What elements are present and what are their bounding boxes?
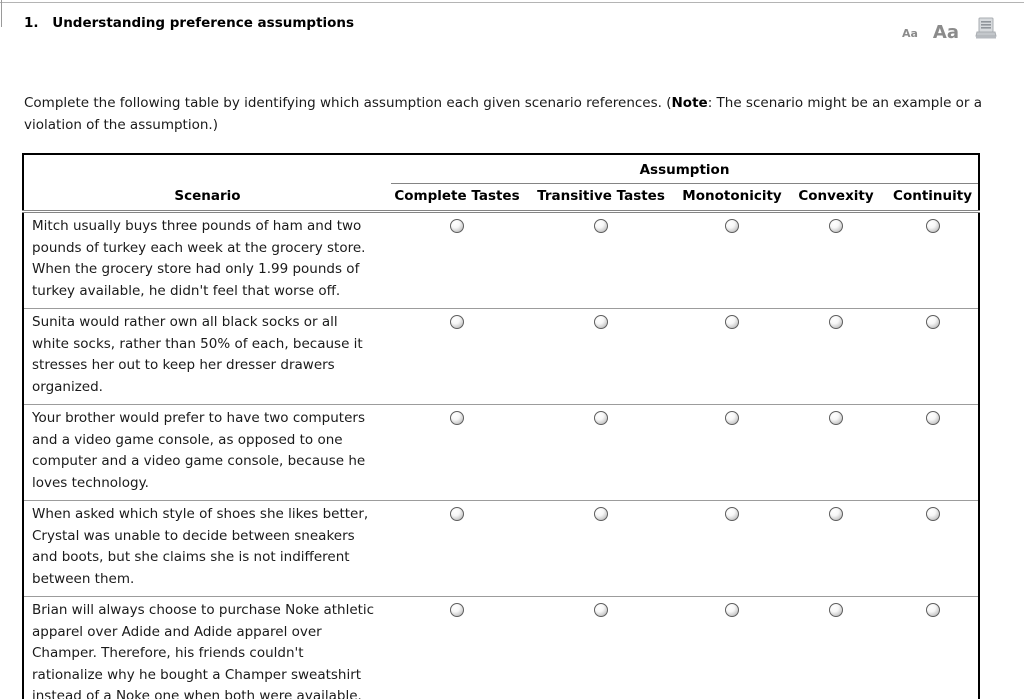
column-header-monotonicity: Monotonicity bbox=[679, 183, 785, 213]
column-header-transitive-tastes: Transitive Tastes bbox=[523, 183, 679, 213]
scenario-text: When asked which style of shoes she like… bbox=[23, 500, 391, 597]
radio-row2-continuity[interactable] bbox=[925, 315, 940, 329]
radio-row4-monotonicity[interactable] bbox=[725, 507, 739, 521]
question-number: 1. bbox=[24, 15, 39, 31]
radio-row2-transitive-tastes[interactable] bbox=[594, 315, 608, 329]
radio-row5-convexity[interactable] bbox=[829, 603, 843, 617]
radio-row4-convexity[interactable] bbox=[829, 507, 843, 521]
radio-row2-complete-tastes[interactable] bbox=[450, 315, 464, 329]
printer-icon[interactable] bbox=[974, 17, 998, 44]
radio-row2-convexity[interactable] bbox=[829, 315, 843, 329]
radio-row1-continuity[interactable] bbox=[925, 219, 940, 233]
scenario-text: Mitch usually buys three pounds of ham a… bbox=[23, 211, 391, 309]
radio-row5-monotonicity[interactable] bbox=[725, 603, 739, 617]
note-label: Note bbox=[671, 95, 708, 111]
radio-row1-monotonicity[interactable] bbox=[725, 219, 739, 233]
radio-row3-convexity[interactable] bbox=[829, 411, 843, 425]
radio-row3-transitive-tastes[interactable] bbox=[594, 411, 608, 425]
radio-row1-convexity[interactable] bbox=[829, 219, 843, 233]
scenario-text: Your brother would prefer to have two co… bbox=[23, 404, 391, 501]
assumptions-table: Scenario Assumption Complete Tastes Tran… bbox=[22, 153, 981, 699]
table-row: Mitch usually buys three pounds of ham a… bbox=[23, 211, 980, 309]
radio-row1-complete-tastes[interactable] bbox=[450, 219, 464, 233]
radio-row3-complete-tastes[interactable] bbox=[450, 411, 464, 425]
radio-row4-continuity[interactable] bbox=[925, 507, 940, 521]
group-header-assumption: Assumption bbox=[391, 154, 980, 184]
column-header-continuity: Continuity bbox=[887, 183, 980, 213]
table-row: Your brother would prefer to have two co… bbox=[23, 404, 980, 501]
radio-row5-transitive-tastes[interactable] bbox=[594, 603, 608, 617]
radio-row4-complete-tastes[interactable] bbox=[450, 507, 464, 521]
font-size-increase-button[interactable]: Aa bbox=[932, 22, 959, 43]
radio-row5-complete-tastes[interactable] bbox=[450, 603, 464, 617]
header-controls: Aa Aa bbox=[902, 17, 998, 42]
question-title: Understanding preference assumptions bbox=[52, 15, 355, 31]
page-left-edge-tick bbox=[1, 0, 2, 27]
radio-row4-transitive-tastes[interactable] bbox=[594, 507, 608, 521]
instructions-line-1: Complete the following table by identify… bbox=[24, 95, 983, 111]
font-size-decrease-button[interactable]: Aa bbox=[901, 27, 918, 40]
column-header-scenario: Scenario bbox=[23, 154, 391, 213]
table-row: When asked which style of shoes she like… bbox=[23, 500, 980, 597]
column-header-convexity: Convexity bbox=[785, 183, 887, 213]
column-header-row: Complete Tastes Transitive Tastes Monoto… bbox=[23, 183, 980, 213]
radio-row3-continuity[interactable] bbox=[925, 411, 940, 425]
radio-row2-monotonicity[interactable] bbox=[725, 315, 739, 329]
radio-row1-transitive-tastes[interactable] bbox=[594, 219, 608, 233]
column-header-complete-tastes: Complete Tastes bbox=[391, 183, 523, 213]
page-header: 1. Understanding preference assumptions … bbox=[0, 0, 1024, 42]
page-title: 1. Understanding preference assumptions bbox=[24, 15, 354, 31]
instructions: Complete the following table by identify… bbox=[24, 92, 1000, 136]
radio-row3-monotonicity[interactable] bbox=[725, 411, 739, 425]
table-row: Sunita would rather own all black socks … bbox=[23, 308, 980, 405]
scenario-text: Sunita would rather own all black socks … bbox=[23, 308, 391, 405]
table-row: Brian will always choose to purchase Nok… bbox=[23, 596, 980, 699]
instructions-line-2: violation of the assumption.) bbox=[24, 117, 218, 133]
page-top-divider bbox=[0, 2, 1024, 3]
group-header-row: Scenario Assumption bbox=[23, 154, 980, 213]
scenario-text: Brian will always choose to purchase Nok… bbox=[23, 596, 391, 699]
radio-row5-continuity[interactable] bbox=[925, 603, 940, 617]
